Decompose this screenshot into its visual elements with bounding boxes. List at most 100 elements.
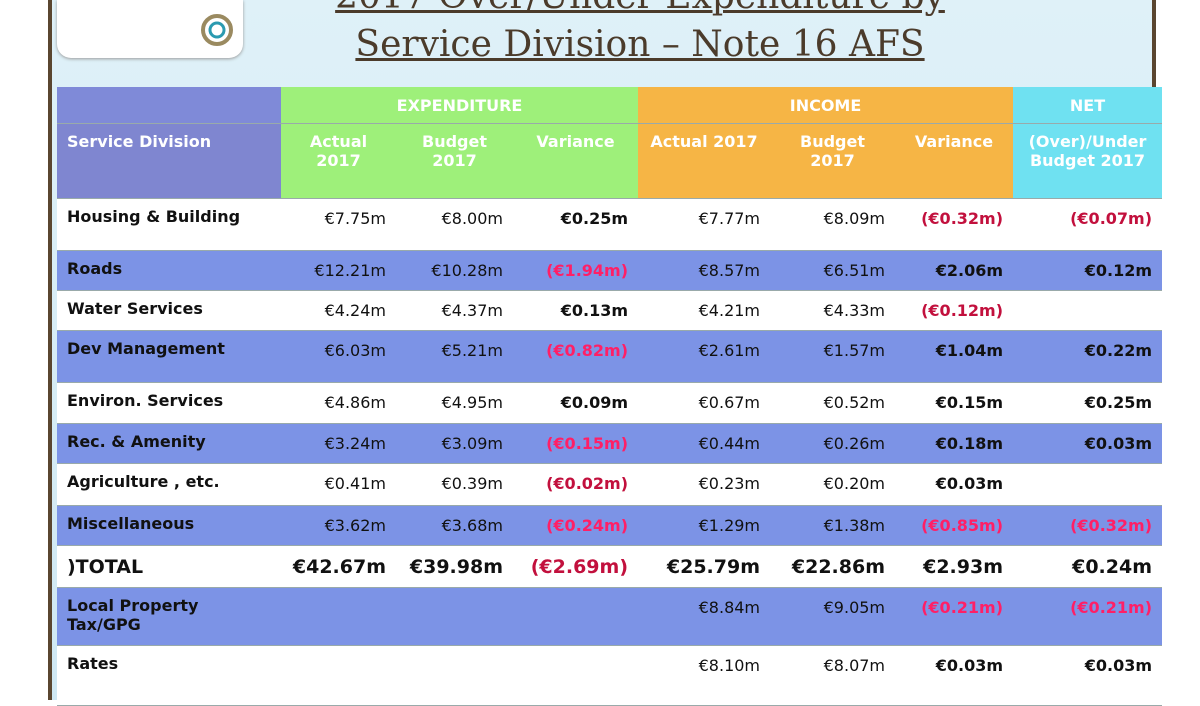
value-cell: (€0.32m) [1013,505,1163,546]
empty-cell [513,587,639,646]
value-cell: €0.41m [281,463,396,506]
table-row: Roads €12.21m €10.28m (€1.94m) €8.57m €6.51m €… [57,250,1163,291]
value-cell: €4.21m [638,290,771,331]
value-cell: €6.51m [770,250,896,291]
row-label: Agriculture , etc. [57,463,281,506]
value-cell: €4.37m [396,290,513,331]
value-cell: (€0.12m) [895,290,1014,331]
value-cell: €7.75m [281,198,396,251]
value-cell: (€0.02m) [513,463,639,506]
logo-mark [201,14,233,46]
value-cell: €8.00m [396,198,513,251]
value-cell: €0.03m [895,645,1014,706]
column-header-row: Service Division Actual 2017 Budget 2017 Va… [57,123,1163,199]
value-cell: (€1.94m) [513,250,639,291]
value-cell: €0.09m [513,382,639,424]
table-row: Miscellaneous €3.62m €3.68m (€0.24m) €1.29m €… [57,505,1163,546]
value-cell: €42.67m [281,545,396,588]
value-cell: €3.09m [396,423,513,464]
value-cell: €8.84m [638,587,771,646]
value-cell: €25.79m [638,545,771,588]
empty-cell [396,645,513,706]
group-header: INCOME [638,87,1014,124]
group-header: EXPENDITURE [281,87,639,124]
column-header: Budget 2017 [770,123,896,199]
value-cell: (€0.82m) [513,330,639,383]
value-cell: €6.03m [281,330,396,383]
value-cell: (€0.32m) [895,198,1014,251]
column-header: Service Division [57,123,281,199]
value-cell: €0.26m [770,423,896,464]
table-row: Rec. & Amenity €3.24m €3.09m (€0.15m) €0.44m… [57,423,1163,464]
value-cell: (€0.85m) [895,505,1014,546]
column-header: Budget 2017 [396,123,513,199]
value-cell: (€0.15m) [513,423,639,464]
table-row: Environ. Services €4.86m €4.95m €0.09m €0.67… [57,382,1163,424]
value-cell: €1.57m [770,330,896,383]
group-header: NET [1013,87,1163,124]
value-cell: €0.20m [770,463,896,506]
value-cell: €8.07m [770,645,896,706]
group-header-row: EXPENDITURE INCOME NET [57,87,1163,124]
value-cell: €0.12m [1013,250,1163,291]
empty-cell [1013,290,1163,331]
empty-cell [281,645,396,706]
row-label: Roads [57,250,281,291]
row-label: Local Property Tax/GPG [57,587,281,646]
value-cell: (€0.24m) [513,505,639,546]
value-cell: €0.18m [895,423,1014,464]
value-cell: €8.57m [638,250,771,291]
value-cell: €0.22m [1013,330,1163,383]
empty-cell [513,645,639,706]
value-cell: €5.21m [396,330,513,383]
value-cell: €8.10m [638,645,771,706]
row-label: Housing & Building [57,198,281,251]
value-cell: €0.44m [638,423,771,464]
empty-cell [396,587,513,646]
value-cell: €0.23m [638,463,771,506]
value-cell: €7.77m [638,198,771,251]
value-cell: €1.38m [770,505,896,546]
row-label: )TOTAL [57,545,281,588]
table-row: Housing & Building €7.75m €8.00m €0.25m €7.7… [57,198,1163,251]
column-header: Variance [513,123,639,199]
row-label: Water Services [57,290,281,331]
value-cell: (€0.21m) [1013,587,1163,646]
title-line: Service Division – Note 16 AFS [355,24,925,65]
table-row: )TOTAL €42.67m €39.98m (€2.69m) €25.79m €22.8… [57,545,1163,588]
value-cell: €0.24m [1013,545,1163,588]
column-header: Actual 2017 [638,123,771,199]
row-label: Environ. Services [57,382,281,424]
value-cell: €3.68m [396,505,513,546]
table-row: Agriculture , etc. €0.41m €0.39m (€0.02m) €0… [57,463,1163,506]
column-header: (Over)/Under Budget 2017 [1013,123,1163,199]
value-cell: €0.39m [396,463,513,506]
value-cell: €0.15m [895,382,1014,424]
value-cell: €2.61m [638,330,771,383]
value-cell: €12.21m [281,250,396,291]
value-cell: €1.29m [638,505,771,546]
empty-cell [281,587,396,646]
row-label: Rates [57,645,281,706]
table-row: Water Services €4.24m €4.37m €0.13m €4.21m €4… [57,290,1163,331]
value-cell: (€0.07m) [1013,198,1163,251]
value-cell: €1.04m [895,330,1014,383]
value-cell: (€0.21m) [895,587,1014,646]
empty-cell [1013,463,1163,506]
table-row: Local Property Tax/GPG €8.84m €9.05m (€0.21… [57,587,1163,646]
value-cell: €2.06m [895,250,1014,291]
value-cell: €4.95m [396,382,513,424]
column-header: Variance [895,123,1014,199]
logo [57,0,243,58]
row-label: Miscellaneous [57,505,281,546]
row-label: Rec. & Amenity [57,423,281,464]
value-cell: €8.09m [770,198,896,251]
row-label: Dev Management [57,330,281,383]
value-cell: €0.03m [895,463,1014,506]
value-cell: €39.98m [396,545,513,588]
value-cell: €10.28m [396,250,513,291]
value-cell: €0.13m [513,290,639,331]
title-line: 2017 Over/Under Expenditure by [280,0,1000,17]
column-header: Actual 2017 [281,123,396,199]
